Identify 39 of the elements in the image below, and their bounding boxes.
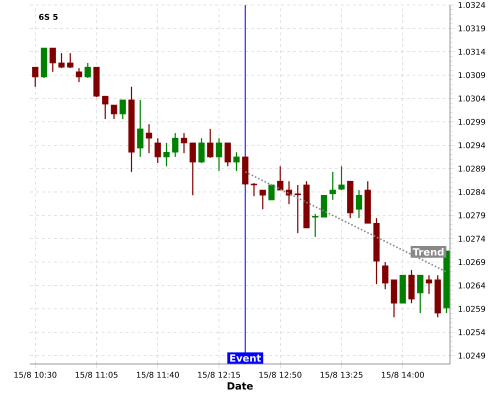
candlestick — [137, 99, 144, 158]
candlestick — [154, 138, 161, 164]
candlestick — [50, 47, 56, 72]
candlestick — [58, 52, 65, 69]
candlestick — [268, 184, 275, 201]
candlestick — [330, 171, 336, 201]
candlestick — [67, 52, 74, 69]
candlestick — [198, 138, 205, 164]
candlestick — [417, 274, 424, 314]
candlestick — [260, 190, 266, 210]
candlestick — [163, 142, 170, 167]
candlestick — [250, 182, 258, 197]
candlestick — [312, 213, 318, 238]
candlestick — [190, 142, 196, 196]
candlestick — [180, 132, 188, 154]
candlestick — [207, 128, 214, 158]
candlestick — [102, 96, 108, 120]
candlestick — [32, 66, 38, 88]
candlestick — [233, 152, 240, 172]
candlestick — [408, 269, 415, 304]
ref-line-label: Event — [230, 354, 261, 362]
candlestick — [426, 274, 432, 294]
candlestick — [172, 132, 178, 158]
candlestick — [356, 190, 362, 219]
candlestick — [216, 138, 222, 172]
candlestick — [338, 166, 345, 191]
candlestick — [76, 68, 82, 83]
candlestick — [382, 261, 388, 290]
candlestick — [110, 104, 118, 120]
x-axis-title: Date — [228, 382, 253, 390]
candlestick — [120, 99, 126, 120]
candlestick — [390, 279, 398, 318]
candlestick — [294, 184, 301, 234]
candlestick — [277, 166, 284, 191]
candlestick — [84, 62, 91, 79]
candlestick — [146, 124, 152, 154]
candlestick — [224, 142, 231, 167]
candlestick — [320, 194, 328, 218]
series-label: Trend — [412, 248, 444, 256]
